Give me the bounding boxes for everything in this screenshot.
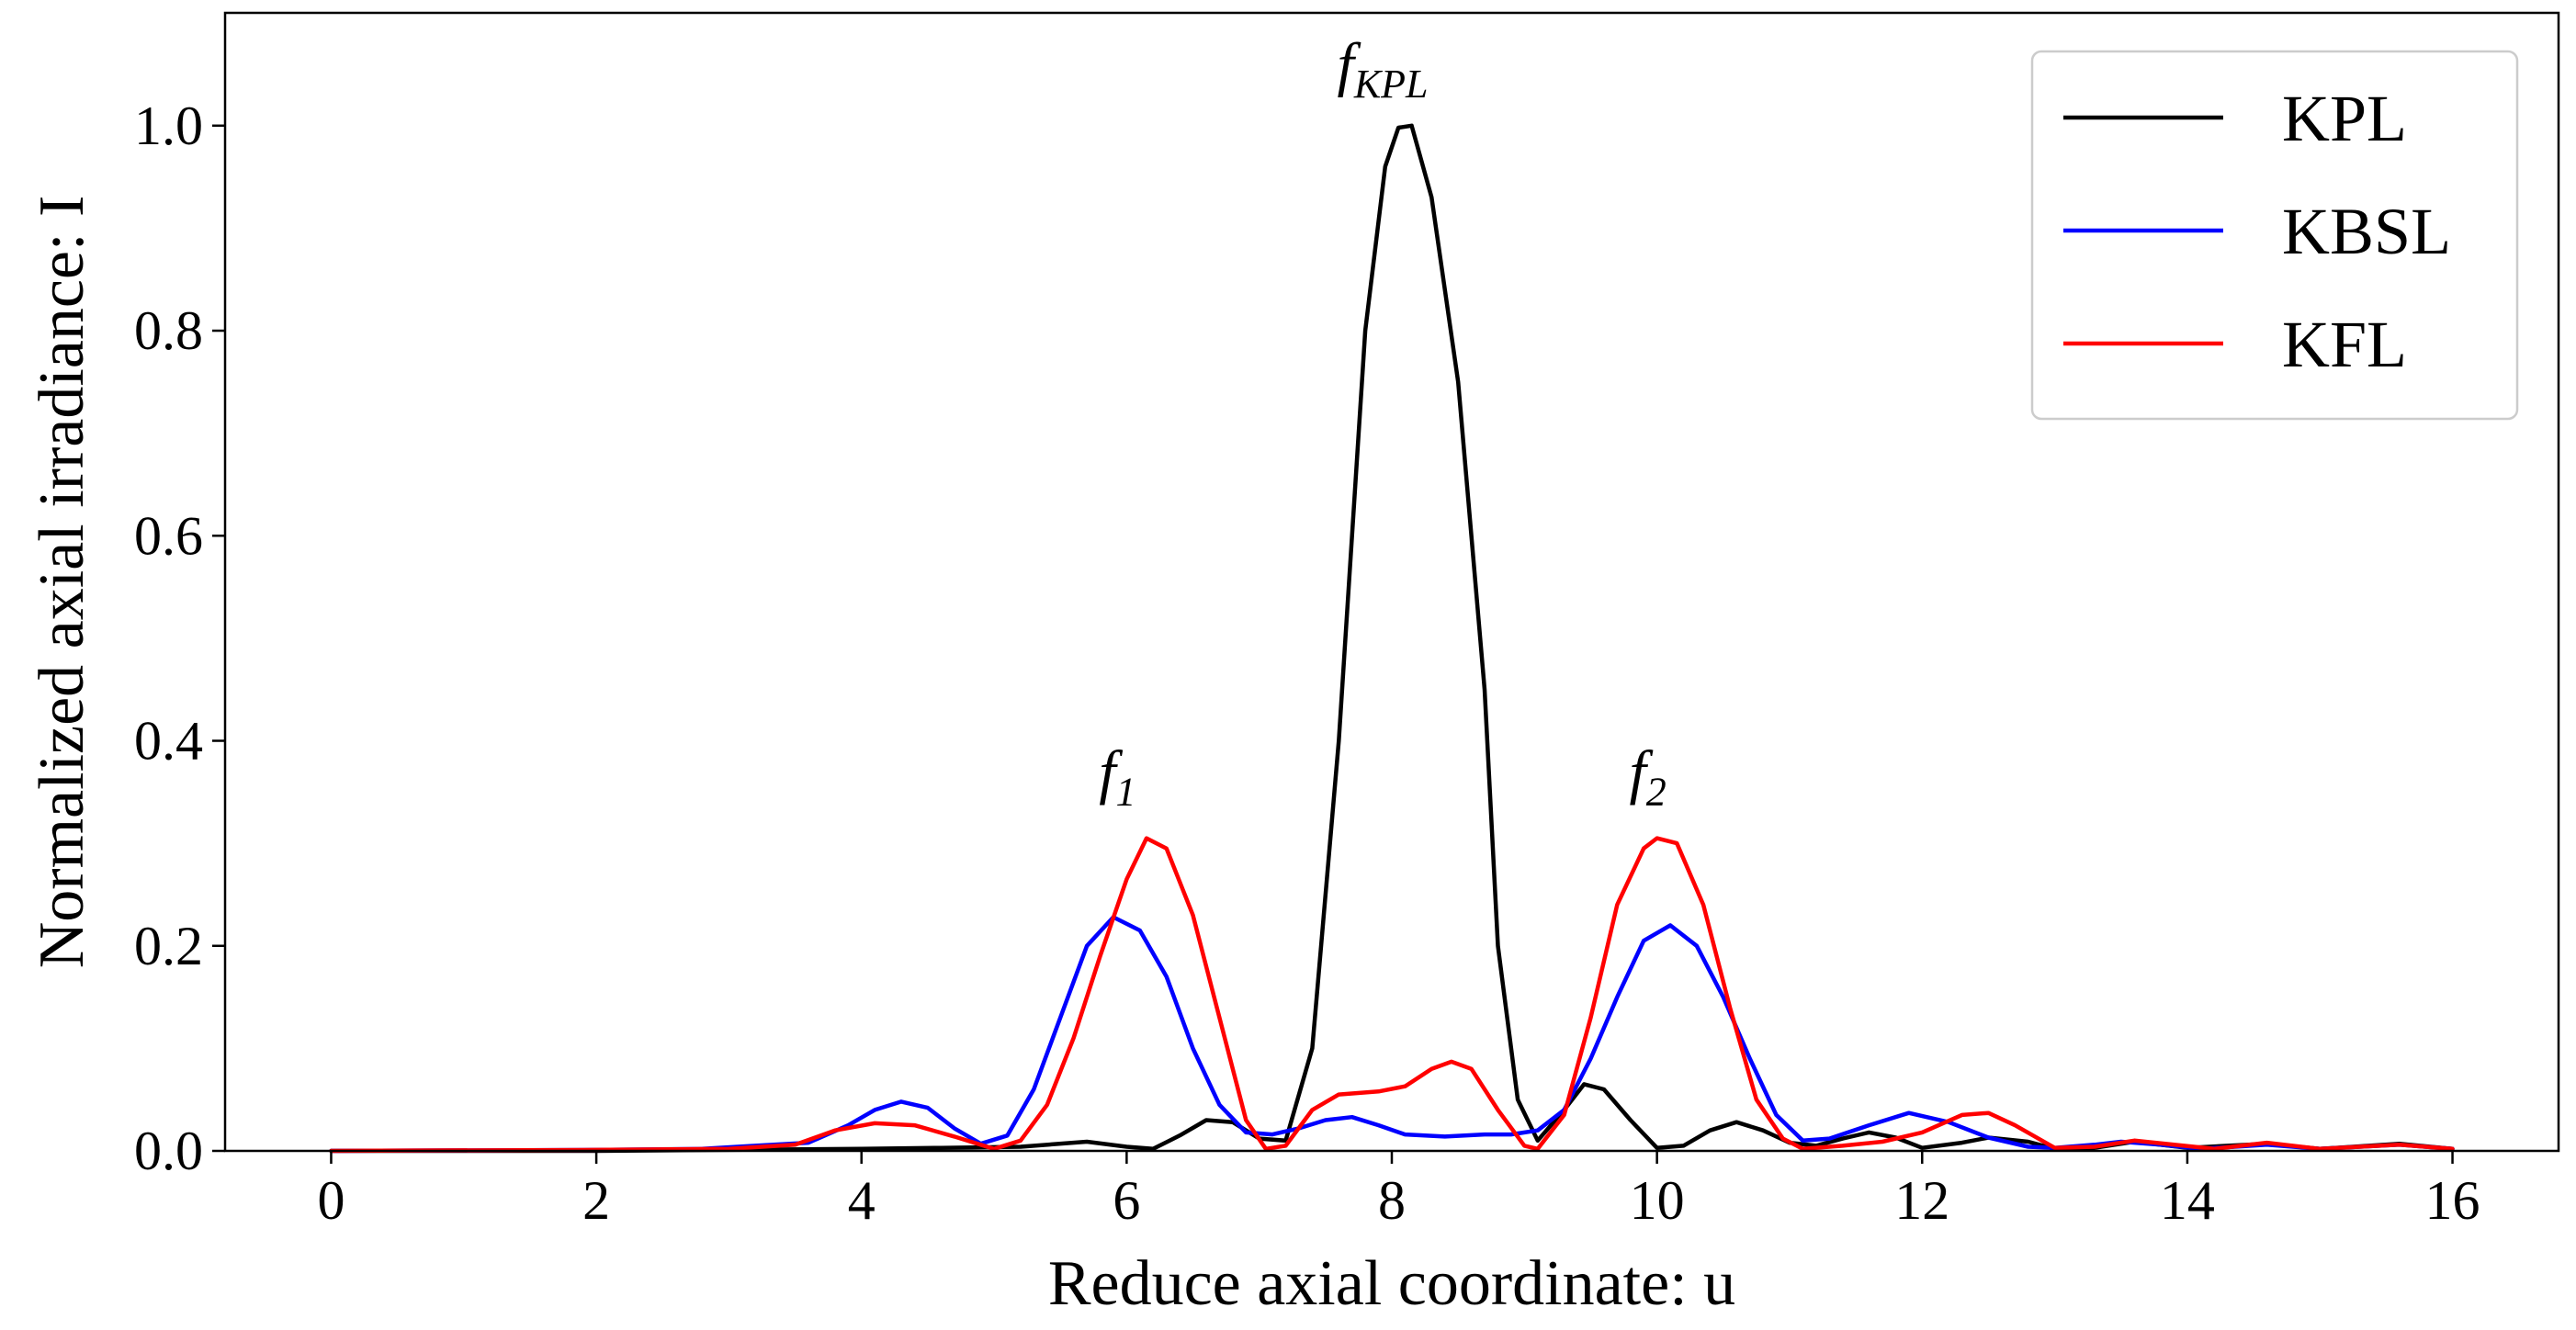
- x-axis: 0 2 4 6 8 10 12 14 16: [317, 1151, 2480, 1231]
- y-tick-label: 0.8: [134, 300, 203, 361]
- x-tick-label: 10: [1630, 1170, 1685, 1231]
- y-tick-label: 0.4: [134, 711, 203, 772]
- peak-annotation-f-kpl: fKPL: [1337, 31, 1428, 107]
- y-tick-label: 1.0: [134, 96, 203, 156]
- legend-items: KPL KBSL KFL: [2063, 82, 2451, 381]
- peak-annotations: f1 fKPL f2: [1099, 31, 1666, 814]
- legend-label-kfl: KFL: [2282, 308, 2407, 381]
- y-tick-label: 0.2: [134, 916, 203, 976]
- y-axis: 0.0 0.2 0.4 0.6 0.8 1.0: [134, 96, 225, 1181]
- y-tick-label: 0.0: [134, 1121, 203, 1181]
- legend-label-kpl: KPL: [2282, 82, 2407, 155]
- y-tick-label: 0.6: [134, 505, 203, 566]
- legend-box: [2030, 50, 2519, 421]
- x-tick-label: 8: [1378, 1170, 1406, 1231]
- x-axis-title: Reduce axial coordinate: u: [1048, 1248, 1735, 1319]
- x-tick-label: 6: [1113, 1170, 1140, 1231]
- x-tick-label: 4: [848, 1170, 876, 1231]
- series-line-kpl: [329, 123, 2455, 1154]
- y-axis-title: Normalized axial irradiance: I: [27, 196, 97, 969]
- x-tick-label: 16: [2425, 1170, 2480, 1231]
- peak-annotation-f-1: f1: [1099, 738, 1135, 814]
- x-tick-label: 0: [317, 1170, 345, 1231]
- x-tick-label: 2: [582, 1170, 610, 1231]
- x-tick-label: 14: [2160, 1170, 2215, 1231]
- peak-annotation-f-2: f2: [1629, 738, 1666, 814]
- legend-label-kbsl: KBSL: [2282, 195, 2451, 268]
- series-line-kfl: [329, 836, 2455, 1154]
- x-tick-label: 12: [1894, 1170, 1949, 1231]
- legend: KPL KBSL KFL: [2030, 50, 2519, 421]
- series-layer: [329, 123, 2455, 1154]
- series-line-kbsl: [329, 915, 2455, 1154]
